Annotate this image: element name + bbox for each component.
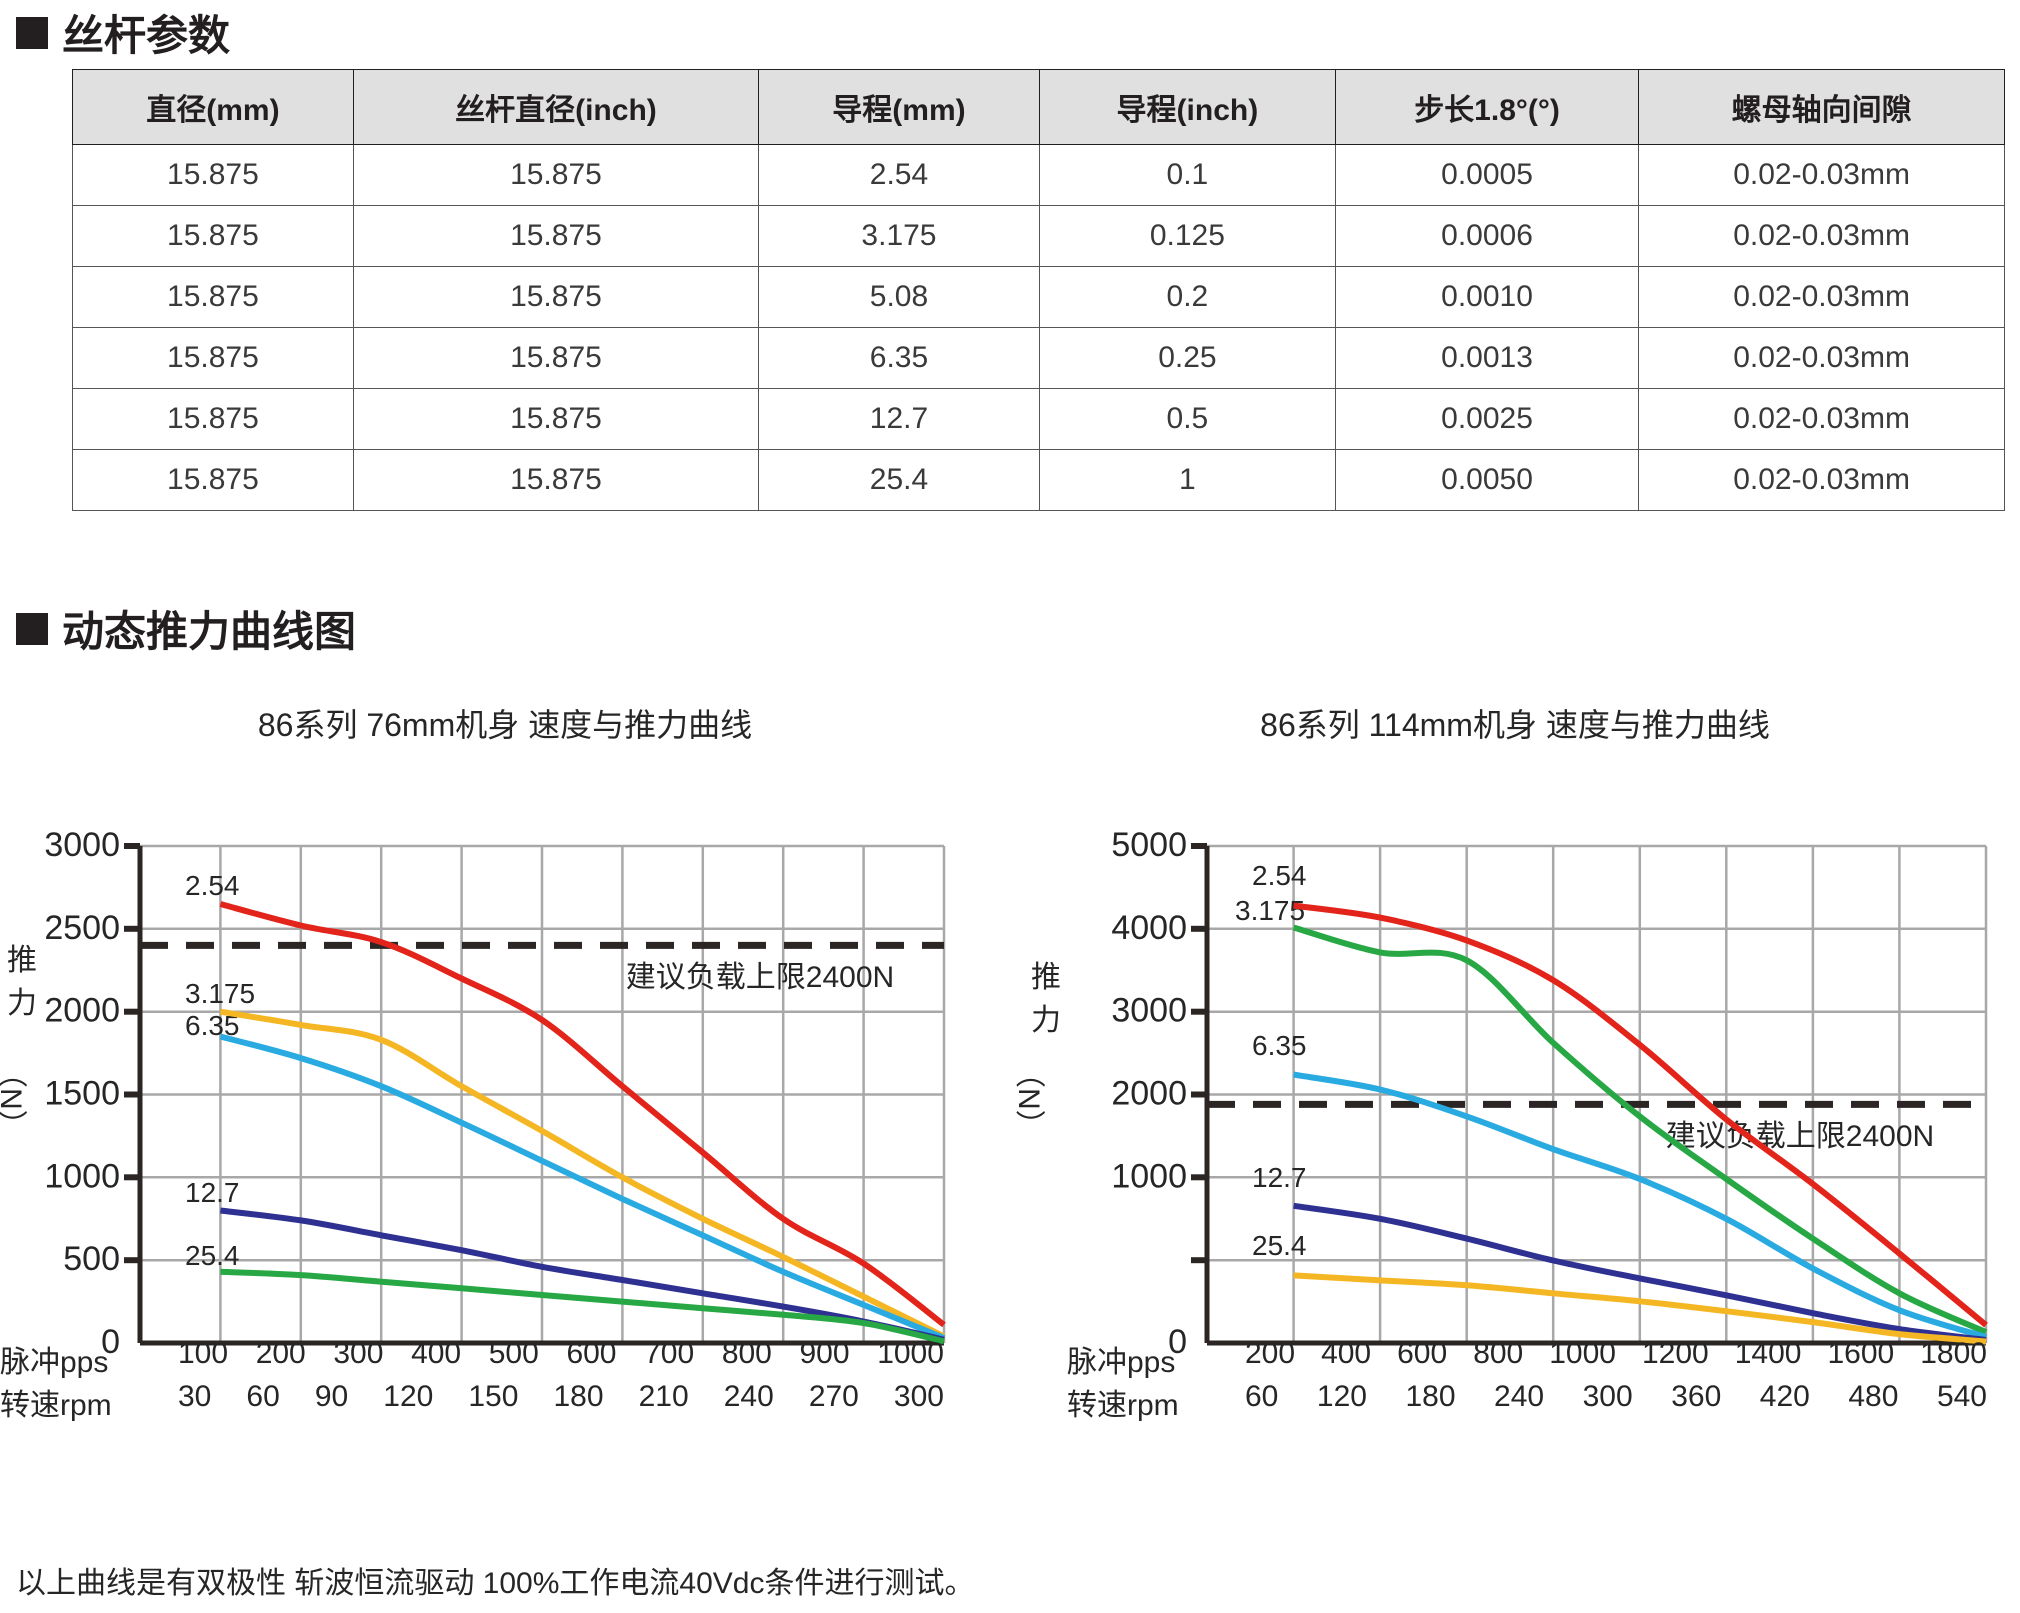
svg-text:3000: 3000 (1111, 992, 1187, 1030)
svg-text:3.175: 3.175 (185, 978, 255, 1009)
svg-text:建议负载上限2400N: 建议负载上限2400N (1666, 1120, 1934, 1153)
svg-text:1500: 1500 (44, 1075, 120, 1113)
svg-text:1000: 1000 (1111, 1157, 1187, 1195)
svg-text:500: 500 (63, 1240, 120, 1278)
svg-text:2.54: 2.54 (1252, 860, 1307, 891)
svg-text:12.7: 12.7 (185, 1177, 240, 1208)
svg-text:4000: 4000 (1111, 909, 1187, 947)
svg-text:25.4: 25.4 (1252, 1230, 1307, 1261)
svg-text:建议负载上限2400N: 建议负载上限2400N (626, 961, 894, 994)
svg-text:6.35: 6.35 (1252, 1030, 1307, 1061)
svg-text:2.54: 2.54 (185, 870, 240, 901)
svg-text:3000: 3000 (44, 826, 120, 864)
svg-text:25.4: 25.4 (185, 1240, 240, 1271)
svg-text:1000: 1000 (44, 1157, 120, 1195)
svg-text:5000: 5000 (1111, 826, 1187, 864)
svg-text:12.7: 12.7 (1252, 1162, 1307, 1193)
svg-text:2000: 2000 (1111, 1075, 1187, 1113)
svg-text:2000: 2000 (44, 992, 120, 1030)
svg-text:3.175: 3.175 (1235, 895, 1305, 926)
svg-text:2500: 2500 (44, 909, 120, 947)
